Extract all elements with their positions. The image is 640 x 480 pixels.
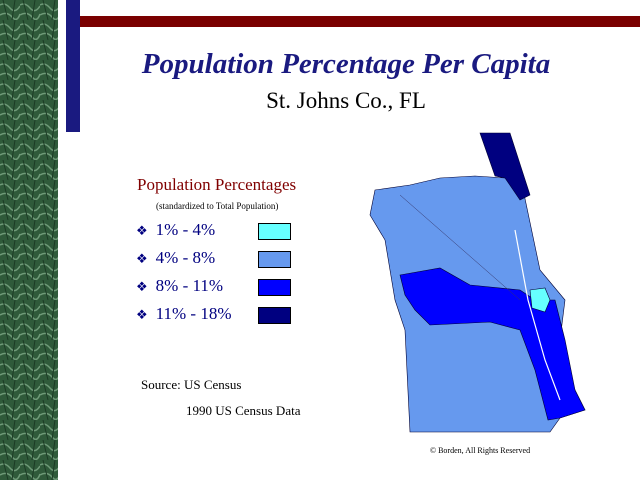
legend-swatch (258, 279, 291, 296)
legend-label: 11% - 18% (155, 304, 232, 323)
title: Population Percentage Per Capita (141, 48, 551, 80)
map (369, 132, 586, 433)
note: 1990 US Census Data (186, 403, 301, 418)
copyright: © Borden, All Rights Reserved (430, 446, 531, 455)
legend-swatch (258, 251, 291, 268)
legend-item: ❖ 1% - 4% (136, 220, 215, 240)
legend-subtitle: (standardized to Total Population) (156, 201, 279, 211)
legend-label: 8% - 11% (155, 276, 224, 295)
bullet: ❖ (136, 223, 148, 238)
legend-label: 4% - 8% (155, 248, 216, 267)
bullet: ❖ (136, 251, 148, 266)
bullet: ❖ (136, 279, 148, 294)
legend-swatch (258, 307, 291, 324)
source: Source: US Census (141, 377, 242, 392)
legend-label: 1% - 4% (155, 220, 216, 239)
legend-title: Population Percentages (137, 175, 297, 194)
legend-item: ❖ 8% - 11% (136, 276, 223, 296)
legend-item: ❖ 4% - 8% (136, 248, 215, 268)
legend-item: ❖ 11% - 18% (136, 304, 232, 324)
subtitle: St. Johns Co., FL (266, 88, 426, 113)
legend-swatch (258, 223, 291, 240)
bullet: ❖ (136, 307, 148, 322)
